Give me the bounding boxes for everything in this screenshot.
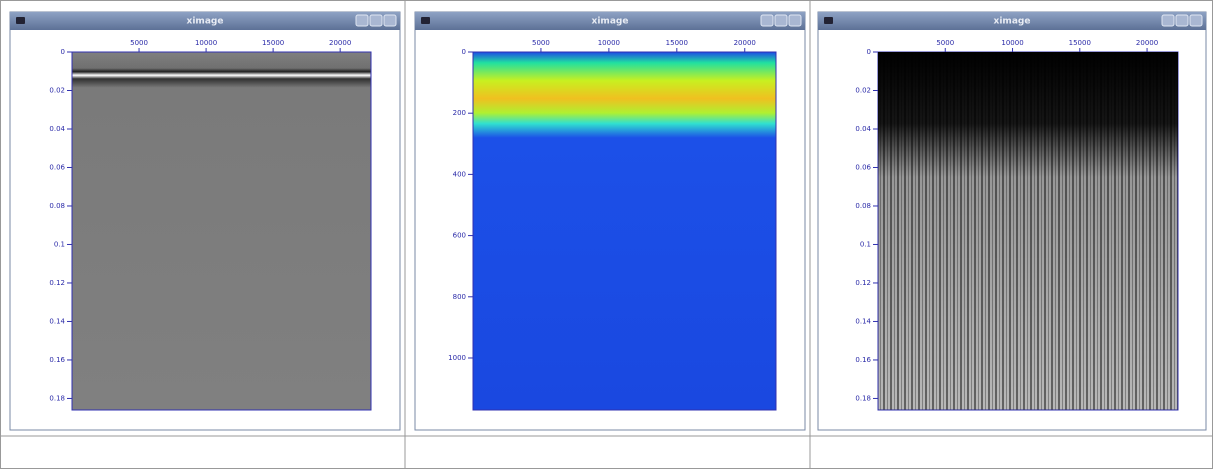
y-tick-label: 600: [453, 232, 466, 240]
y-tick-label: 0.04: [855, 125, 871, 133]
x-tick-label: 5000: [936, 39, 954, 47]
y-tick-label: 0.06: [49, 163, 65, 171]
x-tick-label: 10000: [195, 39, 217, 47]
maximize-button[interactable]: [775, 15, 787, 26]
y-tick-label: 0.06: [855, 163, 871, 171]
y-tick-label: 0.18: [855, 394, 871, 402]
x-tick-label: 15000: [1069, 39, 1091, 47]
seismic-image: [473, 52, 776, 410]
y-tick-label: 0.18: [49, 394, 65, 402]
x-tick-label: 20000: [329, 39, 351, 47]
x-tick-label: 20000: [734, 39, 756, 47]
window-menu-icon[interactable]: [421, 17, 430, 24]
close-button[interactable]: [789, 15, 801, 26]
x-tick-label: 5000: [130, 39, 148, 47]
y-tick-label: 1000: [448, 354, 466, 362]
y-tick-label: 0.14: [49, 317, 65, 325]
y-tick-label: 0.12: [49, 279, 65, 287]
minimize-button[interactable]: [356, 15, 368, 26]
window-title: ximage: [592, 17, 629, 27]
y-tick-label: 0.14: [855, 317, 871, 325]
x-tick-label: 15000: [262, 39, 284, 47]
y-tick-label: 0.08: [49, 202, 65, 210]
minimize-button[interactable]: [761, 15, 773, 26]
close-button[interactable]: [1190, 15, 1202, 26]
close-button[interactable]: [384, 15, 396, 26]
y-tick-label: 0.16: [855, 356, 871, 364]
maximize-button[interactable]: [1176, 15, 1188, 26]
y-tick-label: 0.04: [49, 125, 65, 133]
minimize-button[interactable]: [1162, 15, 1174, 26]
x-tick-label: 20000: [1136, 39, 1158, 47]
window-menu-icon[interactable]: [16, 17, 25, 24]
x-tick-label: 5000: [532, 39, 550, 47]
y-tick-label: 0.1: [54, 240, 65, 248]
window-menu-icon[interactable]: [824, 17, 833, 24]
y-tick-label: 0.12: [855, 279, 871, 287]
y-tick-label: 0: [61, 48, 65, 56]
y-tick-label: 0: [867, 48, 871, 56]
window-title: ximage: [187, 17, 224, 27]
window-title: ximage: [994, 17, 1031, 27]
y-tick-label: 200: [453, 109, 466, 117]
y-tick-label: 0.16: [49, 356, 65, 364]
seismic-shading: [878, 52, 1178, 410]
x-tick-label: 10000: [598, 39, 620, 47]
seismic-image: [72, 52, 371, 410]
y-tick-label: 0: [462, 48, 466, 56]
y-tick-label: 0.08: [855, 202, 871, 210]
x-tick-label: 10000: [1001, 39, 1023, 47]
y-tick-label: 0.02: [855, 86, 871, 94]
y-tick-label: 800: [453, 293, 466, 301]
y-tick-label: 0.02: [49, 86, 65, 94]
y-tick-label: 0.1: [860, 240, 871, 248]
maximize-button[interactable]: [370, 15, 382, 26]
y-tick-label: 400: [453, 170, 466, 178]
x-tick-label: 15000: [666, 39, 688, 47]
screen: ximage500010000150002000000.020.040.060.…: [0, 0, 1213, 469]
